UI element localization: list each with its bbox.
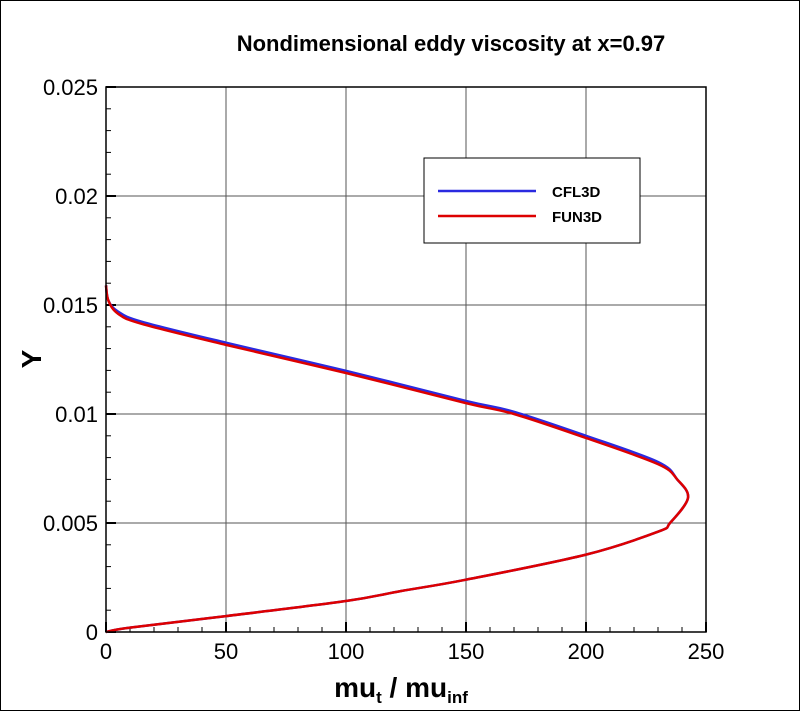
legend-label-cfl3d: CFL3D [552, 184, 601, 201]
chart-title: Nondimensional eddy viscosity at x=0.97 [237, 31, 666, 56]
legend: CFL3D FUN3D [423, 157, 641, 244]
legend-label-fun3d: FUN3D [552, 209, 602, 226]
x-tick-label: 100 [328, 639, 365, 664]
series-line-fun3d [104, 285, 690, 634]
legend-box [423, 157, 641, 244]
x-tick-label: 150 [448, 639, 485, 664]
x-axis-label: mut / muinf [334, 672, 468, 707]
plot-frame [105, 86, 707, 633]
x-tick-label: 200 [568, 639, 605, 664]
y-tick-label: 0.02 [55, 184, 98, 209]
x-tick-label: 0 [100, 639, 112, 664]
y-tick-label: 0.025 [43, 75, 98, 100]
y-axis-label: Y [16, 349, 47, 368]
x-tick-label: 250 [688, 639, 725, 664]
x-tick-label: 50 [214, 639, 238, 664]
y-tick-label: 0.01 [55, 402, 98, 427]
y-tick-label: 0.015 [43, 293, 98, 318]
y-tick-label: 0.005 [43, 511, 98, 536]
y-tick-label: 0 [86, 620, 98, 645]
